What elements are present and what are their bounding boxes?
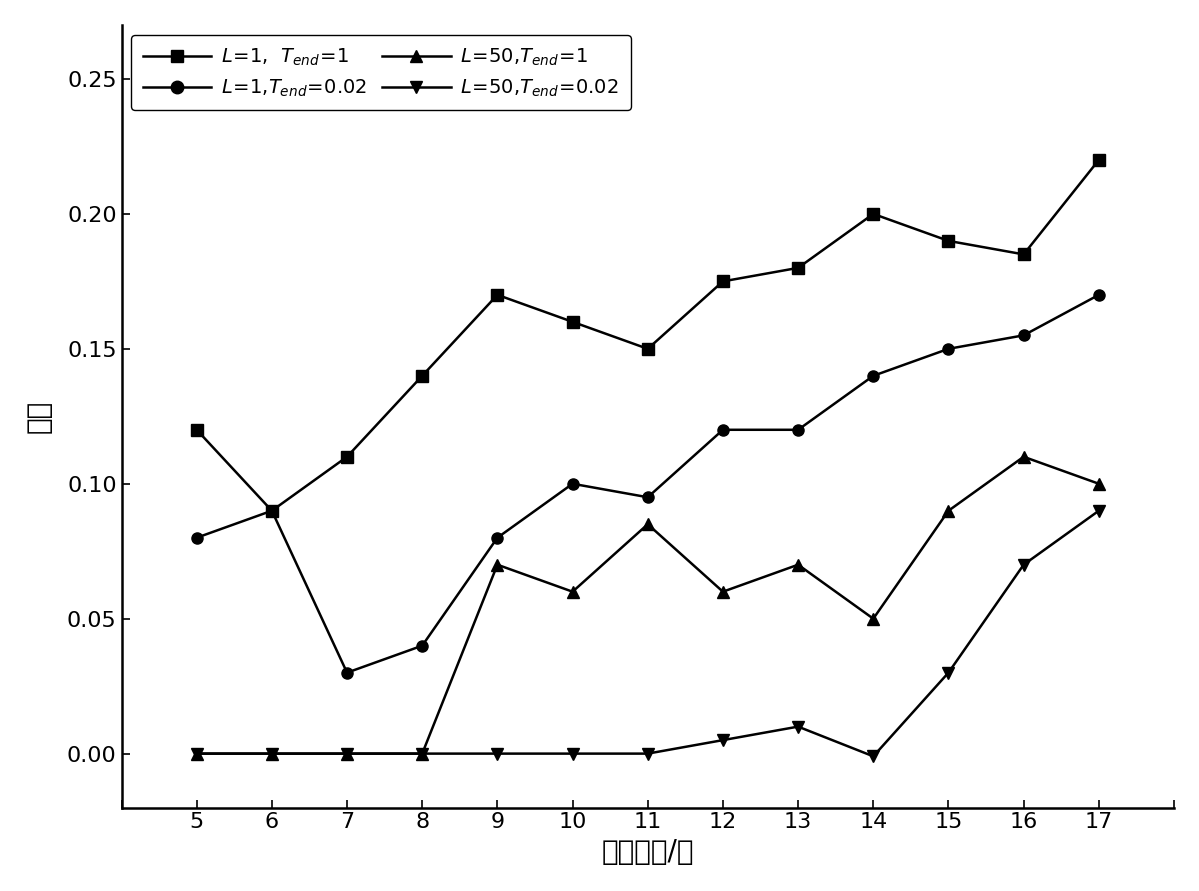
Y-axis label: 误差: 误差 — [25, 400, 53, 433]
X-axis label: 批次数量/批: 批次数量/批 — [602, 838, 694, 866]
Legend: $L\!=\!1$,  $T_{end}\!=\!1$, $L\!=\!1$,$T_{end}\!=\!0.02$, $L\!=\!50$,$T_{end}\!: $L\!=\!1$, $T_{end}\!=\!1$, $L\!=\!1$,$T… — [131, 35, 631, 110]
